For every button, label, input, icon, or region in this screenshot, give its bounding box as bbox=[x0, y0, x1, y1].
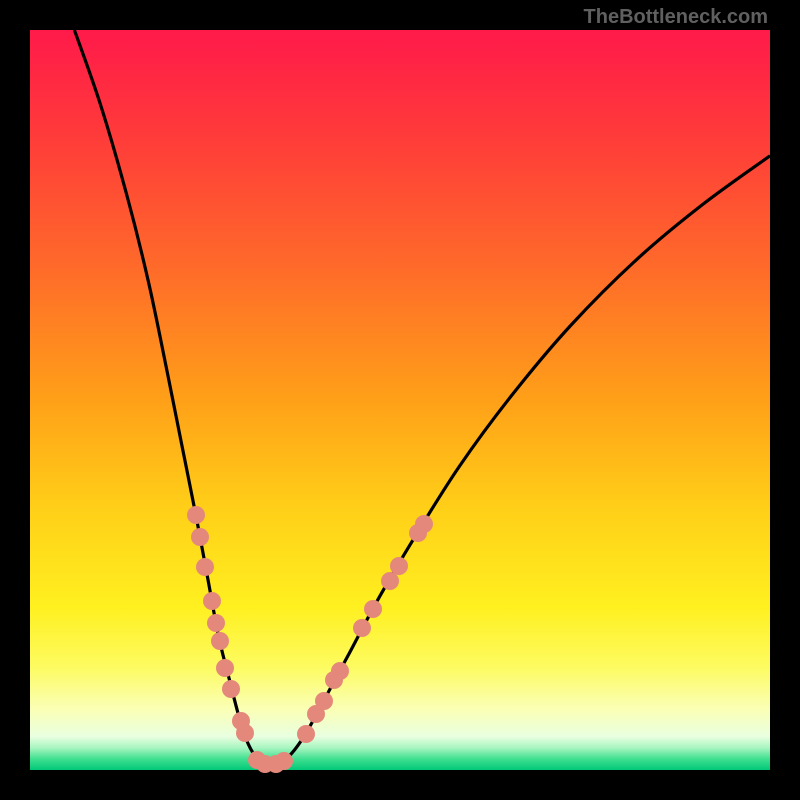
data-point bbox=[390, 557, 408, 575]
data-point bbox=[275, 752, 293, 770]
data-point bbox=[203, 592, 221, 610]
data-point bbox=[196, 558, 214, 576]
data-point bbox=[222, 680, 240, 698]
data-point bbox=[353, 619, 371, 637]
data-point bbox=[364, 600, 382, 618]
data-point bbox=[315, 692, 333, 710]
data-point bbox=[297, 725, 315, 743]
watermark-text: TheBottleneck.com bbox=[584, 6, 768, 29]
data-point bbox=[211, 632, 229, 650]
v-curve bbox=[30, 30, 770, 770]
data-point bbox=[331, 662, 349, 680]
data-point bbox=[236, 724, 254, 742]
data-point bbox=[207, 614, 225, 632]
data-point bbox=[415, 515, 433, 533]
data-point bbox=[187, 506, 205, 524]
data-point bbox=[191, 528, 209, 546]
plot-area bbox=[30, 30, 770, 770]
data-point bbox=[216, 659, 234, 677]
data-point bbox=[381, 572, 399, 590]
